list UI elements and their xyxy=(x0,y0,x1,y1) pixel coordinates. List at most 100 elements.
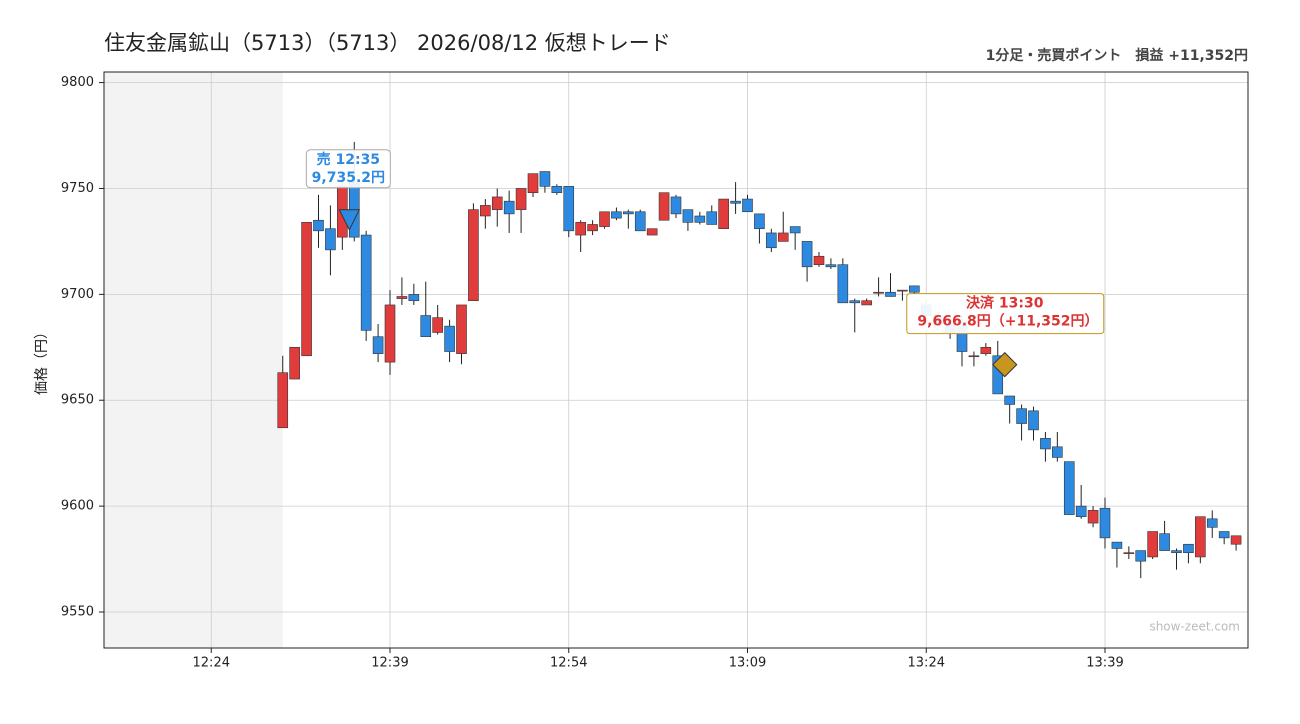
candle-body xyxy=(813,255,825,266)
candle-body xyxy=(730,200,741,204)
candle-body xyxy=(1206,518,1218,528)
candle-body xyxy=(789,226,801,234)
y-tick-label: 9650 xyxy=(61,393,94,408)
candle-body xyxy=(980,346,992,354)
candle-body xyxy=(527,173,539,194)
candle-body xyxy=(861,300,872,306)
chart-title: 住友金属鉱山（5713）（5713） 2026/08/12 仮想トレード xyxy=(104,31,671,55)
candle-body xyxy=(420,315,432,338)
settle-marker xyxy=(992,351,1018,378)
candle-body xyxy=(1123,552,1135,555)
candle-body xyxy=(325,228,336,251)
candle-body xyxy=(301,222,312,357)
x-tick-label: 12:24 xyxy=(193,656,230,671)
candle-body xyxy=(754,213,765,230)
candle-body xyxy=(909,285,920,293)
y-tick-label: 9550 xyxy=(61,605,94,620)
annotation-label: 決済 13:30 xyxy=(966,295,1044,312)
candle-body xyxy=(1075,505,1087,518)
candle-body xyxy=(1135,550,1147,562)
candle-body xyxy=(575,222,586,236)
annotation-price: 9,666.8円 xyxy=(917,314,990,330)
candle-body xyxy=(1183,543,1194,554)
candle-body xyxy=(1218,531,1230,539)
annotation-label: 売 12:35 xyxy=(317,151,380,168)
watermark: show-zeet.com xyxy=(1149,620,1240,634)
candle-body xyxy=(503,200,515,215)
candle-body xyxy=(384,304,396,363)
candle-body xyxy=(1028,410,1039,431)
candle-body xyxy=(515,188,527,210)
candle-body xyxy=(766,232,777,249)
candle-body xyxy=(777,232,789,242)
candle-body xyxy=(801,241,813,268)
candle-body xyxy=(1099,507,1111,539)
candle-body xyxy=(360,234,372,331)
candle-body xyxy=(670,196,682,215)
candle-body xyxy=(1159,533,1170,551)
subtitle: 1分足・売買ポイント 損益 +11,352円 xyxy=(986,47,1248,64)
candle-body xyxy=(623,211,634,215)
candle-body xyxy=(491,196,503,210)
candle-body xyxy=(1004,395,1015,405)
candle-body xyxy=(313,219,324,232)
candle-body xyxy=(706,211,718,225)
candle-body xyxy=(742,198,753,213)
candle-body xyxy=(825,264,837,268)
candle-body xyxy=(1052,446,1063,458)
candle-body xyxy=(1171,550,1182,554)
candle-body xyxy=(873,291,884,294)
candle-body xyxy=(682,209,694,223)
annotation-box xyxy=(305,149,391,189)
candle-body xyxy=(1230,535,1242,545)
annotation-price: 9,735.2円 xyxy=(312,170,385,186)
candle-body xyxy=(456,304,467,354)
candle-body xyxy=(968,355,980,358)
plot-frame xyxy=(103,71,1249,649)
x-tick-label: 12:39 xyxy=(371,656,408,671)
candle-body xyxy=(372,336,384,354)
candle-body xyxy=(1087,510,1099,524)
candle-body xyxy=(611,211,622,219)
annotation-box xyxy=(906,293,1105,335)
sell-marker xyxy=(338,209,361,231)
candle-body xyxy=(289,346,300,380)
trade-annotation: 売 12:35 9,735.2円 xyxy=(305,149,391,231)
trade-annotation: 決済 13:30 9,666.8円 （+11,352円） xyxy=(906,293,1105,378)
candle-body xyxy=(1016,408,1027,424)
candle-body xyxy=(599,211,610,227)
x-tick-label: 12:54 xyxy=(550,656,587,671)
candle-body xyxy=(694,215,706,223)
candle-body xyxy=(539,171,551,187)
candle-body xyxy=(1040,438,1051,450)
candle-body xyxy=(849,300,861,304)
candle-body xyxy=(1147,531,1158,558)
candle-body xyxy=(1195,516,1206,558)
y-tick-label: 9750 xyxy=(61,181,94,196)
candle-body xyxy=(551,186,563,194)
candle-body xyxy=(563,186,575,232)
x-tick-label: 13:09 xyxy=(729,656,766,671)
candle-body xyxy=(432,317,443,333)
candle-body xyxy=(885,291,896,297)
candle-body xyxy=(897,289,908,292)
candle-body xyxy=(396,296,408,299)
y-tick-label: 9700 xyxy=(61,287,94,302)
candle-body xyxy=(468,209,479,302)
shaded-region xyxy=(104,72,283,648)
y-tick-label: 9600 xyxy=(61,499,94,514)
candle-body xyxy=(587,224,598,232)
x-tick-label: 13:24 xyxy=(908,656,945,671)
candle-body xyxy=(837,264,849,304)
candle-body xyxy=(1063,461,1075,515)
candle-body xyxy=(444,325,455,352)
y-axis-label: 価格（円） xyxy=(34,325,50,395)
candle-body xyxy=(1111,541,1123,549)
candle-body xyxy=(658,192,670,221)
x-tick-label: 13:39 xyxy=(1086,656,1123,671)
y-tick-label: 9800 xyxy=(61,75,94,90)
annotation-pnl: （+11,352円） xyxy=(991,314,1099,330)
candle-body xyxy=(718,198,729,230)
candle-body xyxy=(277,372,289,429)
